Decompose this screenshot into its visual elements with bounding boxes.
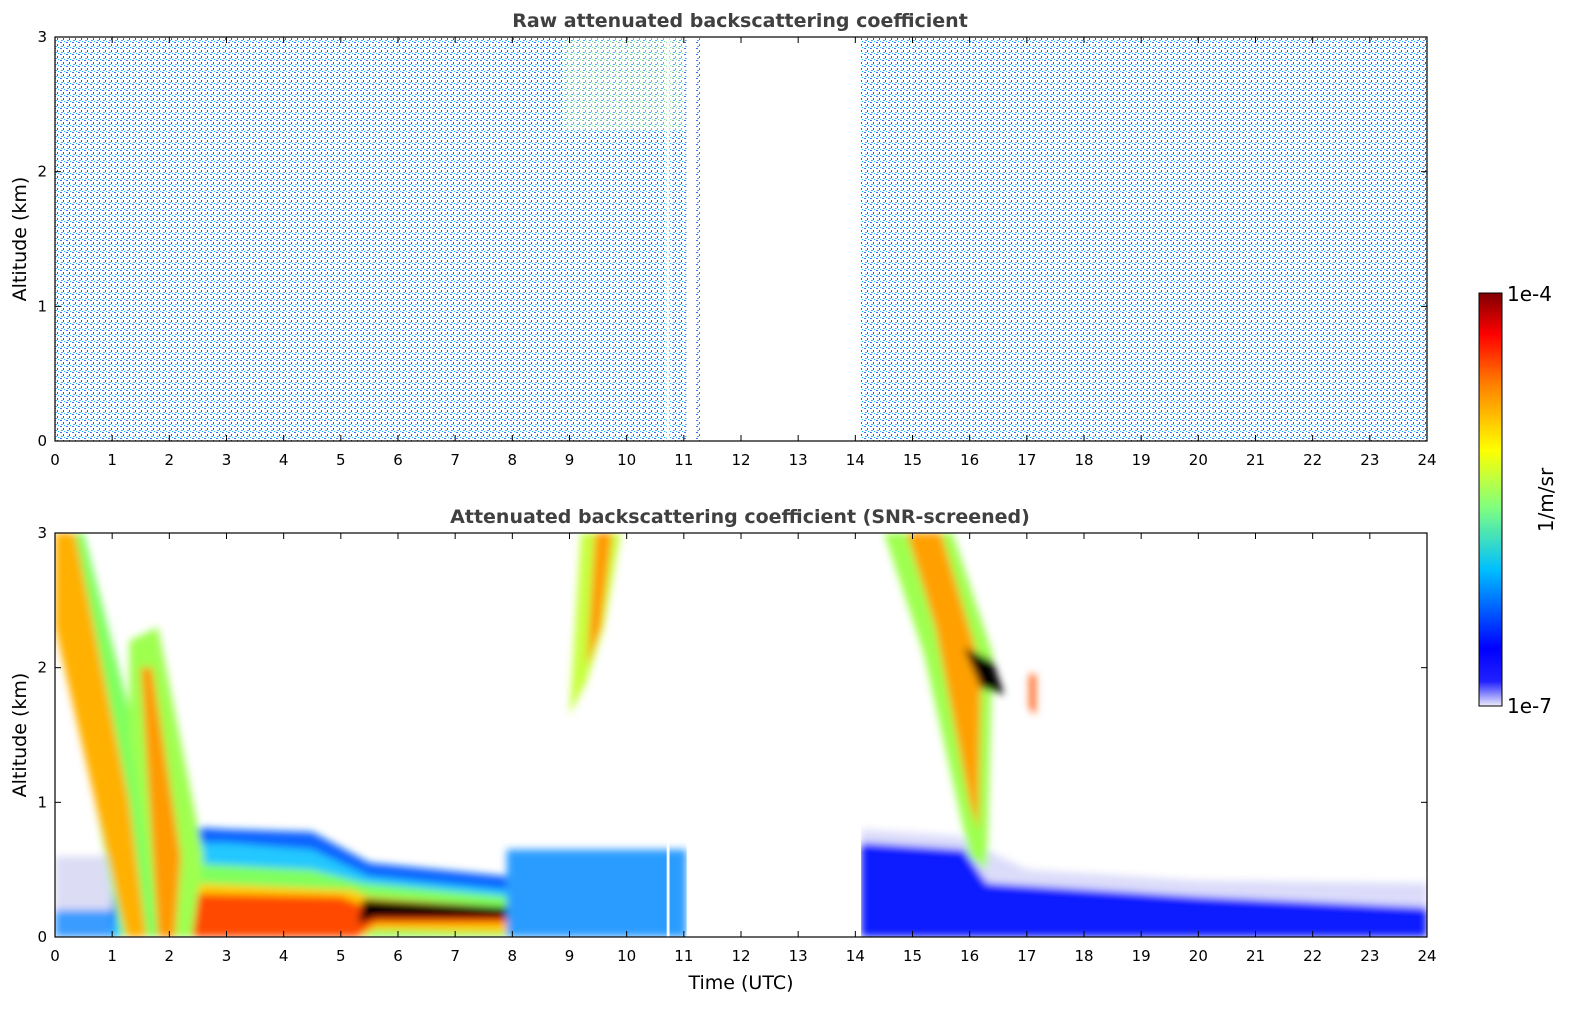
- y-tick-label: 0: [37, 432, 47, 450]
- panel1-title: Raw attenuated backscattering coefficien…: [512, 10, 968, 32]
- heatmap-smooth-layer: [55, 533, 1427, 937]
- x-tick-label: 16: [960, 451, 979, 469]
- x-tick-label: 23: [1360, 947, 1379, 965]
- x-tick-label: 17: [1017, 947, 1036, 965]
- x-tick-label: 15: [903, 947, 922, 965]
- x-tick-label: 19: [1132, 947, 1151, 965]
- y-tick-label: 3: [37, 524, 47, 542]
- y-tick-label: 1: [37, 297, 47, 315]
- panel1-y-label: Altitude (km): [9, 177, 31, 302]
- x-tick-label: 12: [731, 451, 750, 469]
- heatmap-layer: [55, 533, 1427, 937]
- noise-background-upper: [563, 37, 684, 132]
- x-tick-label: 15: [903, 451, 922, 469]
- x-tick-label: 13: [789, 947, 808, 965]
- x-tick-label: 0: [50, 451, 60, 469]
- panel2-x-label: Time (UTC): [687, 972, 793, 994]
- x-tick-label: 1: [107, 451, 117, 469]
- heatmap-layer: [55, 37, 1427, 441]
- x-tick-label: 9: [565, 947, 575, 965]
- panel1-y-axis: 0 1 2 3: [37, 28, 1427, 450]
- panel1-x-axis: 0 1 2 3 4 5 6 7 8 9 10 11 12 13 14 15 16 17 18 19 20 21 22 23 24: [50, 37, 1437, 469]
- panel2-y-axis: 0 1 2 3: [37, 524, 1427, 946]
- colorbar-min-label: 1e-7: [1507, 694, 1552, 718]
- x-tick-label: 3: [222, 947, 232, 965]
- afternoon-cloud-core: [963, 647, 1004, 695]
- x-tick-label: 21: [1246, 451, 1265, 469]
- x-tick-label: 0: [50, 947, 60, 965]
- x-tick-label: 11: [674, 451, 693, 469]
- raw-backscatter-heatmap: [55, 37, 1427, 441]
- aerosol-peak: [357, 899, 507, 924]
- isolated-cloud: [1029, 674, 1036, 715]
- data-gap: [699, 37, 862, 441]
- afternoon-boundary-layer: [861, 842, 1427, 937]
- precip-band-2-inner: [140, 667, 181, 937]
- x-tick-label: 14: [846, 947, 865, 965]
- x-tick-label: 7: [450, 947, 460, 965]
- x-tick-label: 22: [1303, 451, 1322, 469]
- x-tick-label: 10: [617, 451, 636, 469]
- x-tick-label: 2: [165, 451, 175, 469]
- aerosol-red: [192, 893, 507, 937]
- precip-band-1-inner: [55, 533, 147, 937]
- x-tick-label: 11: [674, 947, 693, 965]
- panel2-y-label: Altitude (km): [9, 673, 31, 798]
- y-tick-label: 2: [37, 659, 47, 677]
- data-gap: [686, 37, 696, 441]
- screened-backscatter-panel: Attenuated backscattering coefficient (S…: [9, 506, 1437, 994]
- x-tick-label: 7: [450, 451, 460, 469]
- x-tick-label: 8: [508, 947, 518, 965]
- x-tick-label: 3: [222, 451, 232, 469]
- x-tick-label: 14: [846, 451, 865, 469]
- raw-backscatter-panel: Raw attenuated backscattering coefficien…: [9, 10, 1437, 469]
- y-tick-label: 1: [37, 793, 47, 811]
- data-gap: [666, 533, 670, 937]
- x-tick-label: 24: [1417, 947, 1436, 965]
- panel2-x-axis: 0 1 2 3 4 5 6 7 8 9 10 11 12 13 14 15 16 17 18 19 20 21 22 23 24: [50, 533, 1437, 965]
- x-tick-label: 20: [1189, 451, 1208, 469]
- screened-backscatter-heatmap: [55, 533, 1427, 937]
- x-tick-label: 19: [1132, 451, 1151, 469]
- x-tick-label: 17: [1017, 451, 1036, 469]
- x-tick-label: 2: [165, 947, 175, 965]
- data-gap: [699, 533, 862, 937]
- data-gap: [686, 533, 696, 937]
- x-tick-label: 6: [393, 947, 403, 965]
- x-tick-label: 1: [107, 947, 117, 965]
- colorbar-unit-label: 1/m/sr: [1534, 467, 1558, 532]
- x-tick-label: 4: [279, 451, 289, 469]
- colorbar: 1e-4 1e-7 1/m/sr: [1478, 282, 1558, 718]
- x-tick-label: 4: [279, 947, 289, 965]
- x-tick-label: 20: [1189, 947, 1208, 965]
- colorbar-scale: [1478, 292, 1503, 707]
- afternoon-cloud-inner: [906, 533, 982, 830]
- x-tick-label: 18: [1074, 451, 1093, 469]
- y-tick-label: 0: [37, 928, 47, 946]
- x-tick-label: 5: [336, 451, 346, 469]
- data-gap: [666, 37, 670, 441]
- x-tick-label: 21: [1246, 947, 1265, 965]
- x-tick-label: 12: [731, 947, 750, 965]
- x-tick-label: 6: [393, 451, 403, 469]
- x-tick-label: 5: [336, 947, 346, 965]
- boundary-layer-mid-day: [506, 849, 687, 937]
- panel2-title: Attenuated backscattering coefficient (S…: [450, 506, 1030, 528]
- y-tick-label: 2: [37, 163, 47, 181]
- x-tick-label: 22: [1303, 947, 1322, 965]
- x-tick-label: 9: [565, 451, 575, 469]
- x-tick-label: 18: [1074, 947, 1093, 965]
- x-tick-label: 23: [1360, 451, 1379, 469]
- x-tick-label: 8: [508, 451, 518, 469]
- x-tick-label: 24: [1417, 451, 1436, 469]
- x-tick-label: 10: [617, 947, 636, 965]
- x-tick-label: 16: [960, 947, 979, 965]
- x-tick-label: 13: [789, 451, 808, 469]
- elevated-layer-inner: [586, 533, 613, 668]
- y-tick-label: 3: [37, 28, 47, 46]
- colorbar-max-label: 1e-4: [1507, 282, 1552, 306]
